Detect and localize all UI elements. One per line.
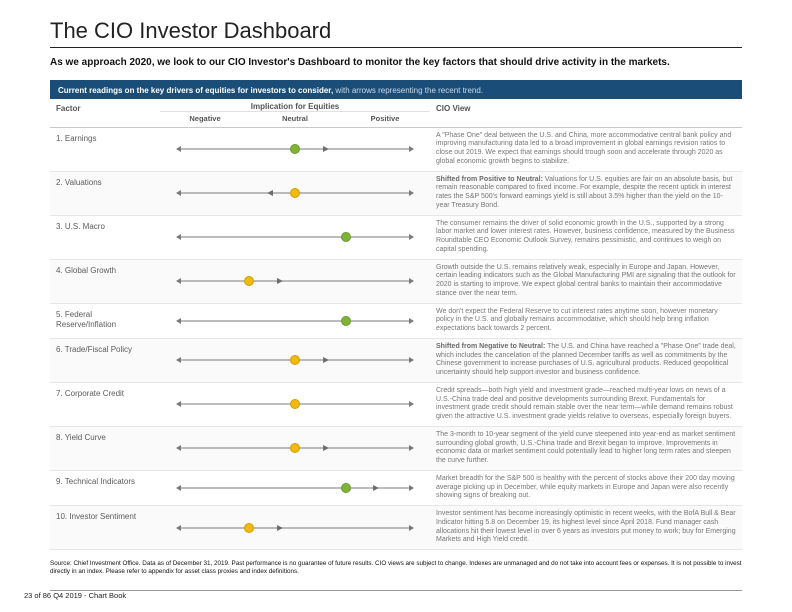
factor-cell: 2. Valuations xyxy=(50,172,160,215)
gauge-dot-icon xyxy=(244,523,254,533)
table-row: 5. Federal Reserve/Inflation We don't exp… xyxy=(50,304,742,339)
view-cell: Shifted from Positive to Neutral: Valuat… xyxy=(430,172,742,215)
view-text: Market breadth for the S&P 500 is health… xyxy=(436,475,735,500)
view-cell: We don't expect the Federal Reserve to c… xyxy=(430,304,742,338)
view-shift-label: Shifted from Negative to Neutral: xyxy=(436,343,545,350)
table-row: 4. Global Growth Growth outside the U.S. … xyxy=(50,260,742,304)
view-cell: Shifted from Negative to Neutral: The U.… xyxy=(430,339,742,382)
trend-arrow-icon xyxy=(277,525,283,531)
banner-strong: Current readings on the key drivers of e… xyxy=(58,86,333,95)
gauge-dot-icon xyxy=(341,316,351,326)
page-subtitle: As we approach 2020, we look to our CIO … xyxy=(50,56,742,70)
view-text: The 3-month to 10-year segment of the yi… xyxy=(436,431,735,464)
trend-arrow-icon xyxy=(373,485,379,491)
factor-cell: 8. Yield Curve xyxy=(50,427,160,470)
factor-cell: 4. Global Growth xyxy=(50,260,160,303)
gauge-dot-icon xyxy=(341,232,351,242)
factor-cell: 5. Federal Reserve/Inflation xyxy=(50,304,160,338)
page-title: The CIO Investor Dashboard xyxy=(50,18,742,48)
view-cell: The 3-month to 10-year segment of the yi… xyxy=(430,427,742,470)
table-row: 9. Technical Indicators Market breadth fo… xyxy=(50,471,742,506)
table-banner: Current readings on the key drivers of e… xyxy=(50,82,742,99)
implication-gauge xyxy=(160,506,430,549)
trend-arrow-icon xyxy=(277,278,283,284)
header-negative: Negative xyxy=(160,112,250,125)
factor-cell: 7. Corporate Credit xyxy=(50,383,160,426)
table-header-row: Factor Implication for Equities Negative… xyxy=(50,99,742,128)
view-shift-label: Shifted from Positive to Neutral: xyxy=(436,176,543,183)
header-implication-label: Implication for Equities xyxy=(160,102,430,111)
factor-cell: 6. Trade/Fiscal Policy xyxy=(50,339,160,382)
view-text: A "Phase One" deal between the U.S. and … xyxy=(436,132,731,165)
header-factor: Factor xyxy=(50,99,160,127)
table-row: 7. Corporate Credit Credit spreads—both h… xyxy=(50,383,742,427)
header-implication: Implication for Equities Negative Neutra… xyxy=(160,99,430,127)
table-row: 8. Yield Curve The 3-month to 10-year seg… xyxy=(50,427,742,471)
factor-cell: 10. Investor Sentiment xyxy=(50,506,160,549)
view-text: Growth outside the U.S. remains relative… xyxy=(436,264,736,297)
header-positive: Positive xyxy=(340,112,430,125)
gauge-dot-icon xyxy=(290,399,300,409)
trend-arrow-icon xyxy=(323,357,329,363)
view-text: The consumer remains the driver of solid… xyxy=(436,220,734,253)
gauge-dot-icon xyxy=(244,276,254,286)
implication-gauge xyxy=(160,260,430,303)
view-text: Credit spreads—both high yield and inves… xyxy=(436,387,733,420)
factor-cell: 3. U.S. Macro xyxy=(50,216,160,259)
implication-gauge xyxy=(160,383,430,426)
implication-gauge xyxy=(160,216,430,259)
table-row: 3. U.S. Macro The consumer remains the dr… xyxy=(50,216,742,260)
gauge-dot-icon xyxy=(290,443,300,453)
footer-rule xyxy=(50,590,742,591)
view-cell: Market breadth for the S&P 500 is health… xyxy=(430,471,742,505)
page-footer: 23 of 86 Q4 2019 - Chart Book xyxy=(24,591,126,600)
implication-gauge xyxy=(160,128,430,171)
trend-arrow-icon xyxy=(267,190,273,196)
implication-gauge xyxy=(160,172,430,215)
table-row: 6. Trade/Fiscal Policy Shifted from Negat… xyxy=(50,339,742,383)
header-neutral: Neutral xyxy=(250,112,340,125)
factor-cell: 1. Earnings xyxy=(50,128,160,171)
view-cell: Credit spreads—both high yield and inves… xyxy=(430,383,742,426)
implication-gauge xyxy=(160,304,430,338)
trend-arrow-icon xyxy=(323,146,329,152)
table-row: 10. Investor Sentiment Investor sentiment… xyxy=(50,506,742,550)
dashboard-table: Current readings on the key drivers of e… xyxy=(50,80,742,551)
factor-cell: 9. Technical Indicators xyxy=(50,471,160,505)
gauge-dot-icon xyxy=(290,355,300,365)
view-cell: The consumer remains the driver of solid… xyxy=(430,216,742,259)
view-cell: Investor sentiment has become increasing… xyxy=(430,506,742,549)
view-text: We don't expect the Federal Reserve to c… xyxy=(436,308,718,333)
view-cell: Growth outside the U.S. remains relative… xyxy=(430,260,742,303)
view-cell: A "Phase One" deal between the U.S. and … xyxy=(430,128,742,171)
table-row: 2. Valuations Shifted from Positive to Ne… xyxy=(50,172,742,216)
source-note: Source: Chief Investment Office. Data as… xyxy=(50,560,742,576)
table-row: 1. Earnings A "Phase One" deal between th… xyxy=(50,128,742,172)
gauge-dot-icon xyxy=(290,188,300,198)
gauge-dot-icon xyxy=(341,483,351,493)
banner-light: with arrows representing the recent tren… xyxy=(333,86,483,95)
view-text: Investor sentiment has become increasing… xyxy=(436,510,736,543)
implication-gauge xyxy=(160,471,430,505)
header-view: CIO View xyxy=(430,99,742,127)
implication-gauge xyxy=(160,427,430,470)
implication-gauge xyxy=(160,339,430,382)
trend-arrow-icon xyxy=(323,445,329,451)
gauge-dot-icon xyxy=(290,144,300,154)
